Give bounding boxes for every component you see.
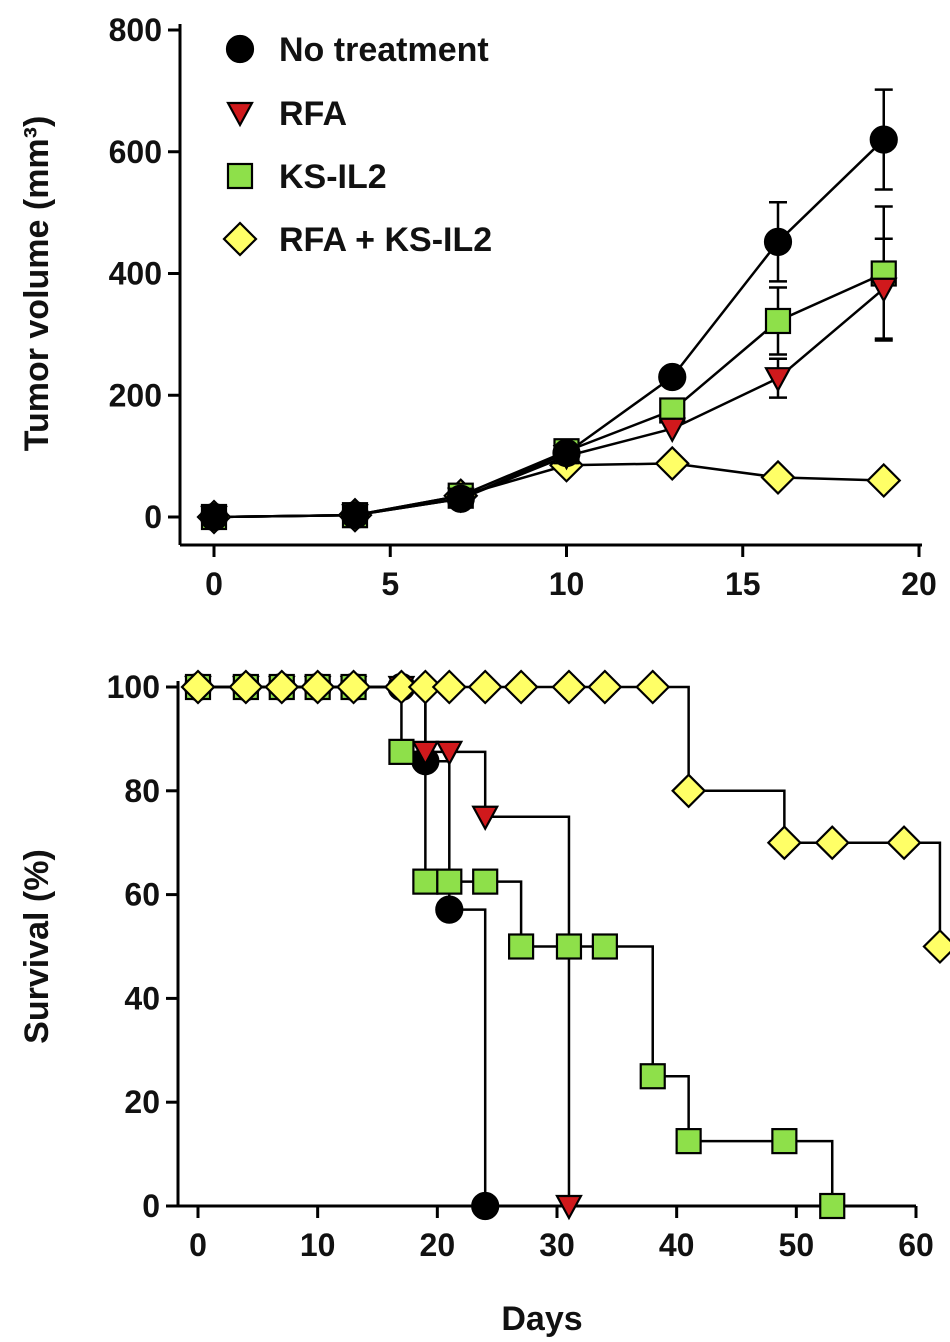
marker-rfa-ks-il2 <box>766 825 802 861</box>
y-tick-label: 200 <box>109 377 162 413</box>
x-tick-label: 10 <box>300 1227 336 1263</box>
y-tick-label: 40 <box>124 980 160 1016</box>
y-tick-label: 600 <box>109 134 162 170</box>
marker-rfa <box>411 740 440 767</box>
marker-no-treatment <box>658 362 687 392</box>
marker-no-treatment <box>435 895 464 924</box>
x-tick-label: 0 <box>205 566 223 602</box>
marker-ks-il2 <box>472 868 499 895</box>
marker-rfa-ks-il2 <box>654 445 690 481</box>
marker-rfa-ks-il2 <box>336 669 372 705</box>
marker-rfa-ks-il2 <box>886 825 922 861</box>
x-tick-label: 15 <box>725 566 761 602</box>
legend-marker-rfa-ks-il2 <box>222 221 258 257</box>
legend-label-rfa-ks-il2: RFA + KS-IL2 <box>279 221 492 259</box>
marker-no-treatment <box>471 1191 500 1221</box>
marker-no-treatment <box>869 125 898 154</box>
y-tick-label: 0 <box>142 1188 160 1224</box>
marker-ks-il2 <box>639 1063 666 1090</box>
marker-no-treatment <box>340 501 370 530</box>
marker-rfa-ks-il2 <box>635 669 671 705</box>
legend-label-ks-il2: KS-IL2 <box>279 158 387 196</box>
marker-ks-il2 <box>675 1128 702 1155</box>
marker-ks-il2 <box>412 868 439 895</box>
marker-no-treatment <box>199 502 229 532</box>
marker-rfa-ks-il2 <box>551 669 587 705</box>
y-tick-label: 80 <box>124 773 160 809</box>
y-tick-label: 100 <box>107 669 160 705</box>
marker-rfa-ks-il2 <box>300 669 336 705</box>
marker-rfa-ks-il2 <box>228 669 264 705</box>
marker-rfa-ks-il2 <box>407 669 443 705</box>
marker-no-treatment <box>446 484 475 513</box>
marker-rfa <box>471 805 500 832</box>
x-tick-label: 30 <box>539 1227 575 1263</box>
marker-rfa-ks-il2 <box>587 669 623 705</box>
marker-rfa-ks-il2 <box>431 669 467 705</box>
y-tick-label: 60 <box>124 877 160 913</box>
marker-rfa-ks-il2 <box>467 669 503 705</box>
x-tick-label: 20 <box>901 566 937 602</box>
marker-rfa <box>764 367 792 393</box>
marker-ks-il2 <box>591 933 618 960</box>
x-tick-label: 0 <box>189 1227 207 1263</box>
y-axis-title: Survival (%) <box>18 849 56 1044</box>
marker-rfa-ks-il2 <box>383 669 419 705</box>
survival-chart: 0 20 40 60 80 100 0 10 20 30 40 50 60 Survival (%) Day… <box>18 669 950 1338</box>
y-axis-title: Tumor volume (mm³) <box>18 116 56 452</box>
x-tick-label: 20 <box>420 1227 456 1263</box>
tumor-volume-chart: 0 200 400 600 800 0 5 10 15 20 Tumor volume (mm³) N… <box>18 12 937 602</box>
x-tick-label: 60 <box>898 1227 934 1263</box>
legend-marker-no-treatment <box>225 34 255 64</box>
marker-rfa-ks-il2 <box>264 669 300 705</box>
marker-no-treatment <box>763 227 793 256</box>
y-tick-label: 20 <box>124 1084 160 1120</box>
x-axis-title: Days <box>501 1300 582 1338</box>
marker-rfa-ks-il2 <box>760 459 796 495</box>
x-tick-label: 5 <box>381 566 399 602</box>
marker-ks-il2 <box>436 868 463 895</box>
x-tick-label: 50 <box>779 1227 815 1263</box>
marker-ks-il2 <box>388 738 415 765</box>
marker-rfa-ks-il2 <box>922 928 950 965</box>
legend-label-rfa: RFA <box>279 95 347 133</box>
marker-rfa <box>435 740 464 767</box>
series-line-no-treatment <box>198 685 487 1206</box>
marker-rfa <box>555 1194 583 1221</box>
x-tick-label: 40 <box>659 1227 695 1263</box>
marker-rfa-ks-il2 <box>814 825 850 861</box>
marker-no-treatment <box>552 438 581 468</box>
marker-rfa <box>658 417 687 444</box>
marker-rfa <box>869 277 898 304</box>
marker-rfa-ks-il2 <box>180 669 216 705</box>
marker-rfa-ks-il2 <box>503 669 539 705</box>
marker-rfa-ks-il2 <box>671 773 707 809</box>
legend: No treatment RFA KS-IL2 RFA + KS-IL2 <box>222 31 492 259</box>
y-tick-label: 0 <box>144 499 162 535</box>
marker-ks-il2 <box>508 933 535 960</box>
legend-label-no-treatment: No treatment <box>279 31 489 69</box>
y-tick-label: 800 <box>109 12 162 48</box>
marker-ks-il2 <box>764 307 792 335</box>
legend-marker-ks-il2 <box>226 162 254 190</box>
y-tick-label: 400 <box>109 256 162 292</box>
marker-ks-il2 <box>771 1128 798 1155</box>
x-tick-label: 10 <box>549 566 585 602</box>
marker-ks-il2 <box>555 933 583 960</box>
legend-marker-rfa <box>226 101 254 128</box>
marker-rfa-ks-il2 <box>866 462 902 499</box>
marker-ks-il2 <box>819 1192 846 1220</box>
